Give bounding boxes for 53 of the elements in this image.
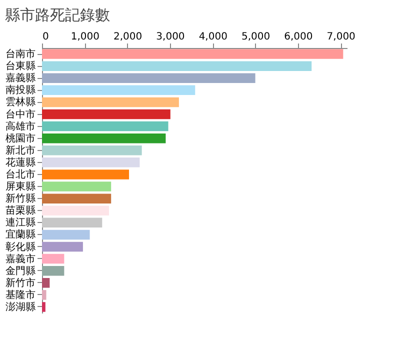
y-tick-label: 台東縣 <box>6 60 36 72</box>
y-tick-label: 雲林縣 <box>6 96 36 108</box>
y-tick-label: 台南市 <box>6 48 36 60</box>
bar <box>42 121 168 132</box>
y-tick-label: 金門縣 <box>6 264 36 277</box>
y-tick-label: 屏東縣 <box>6 180 36 193</box>
y-tick-label: 桃園市 <box>6 132 36 144</box>
bar <box>42 206 109 216</box>
bar <box>42 182 112 192</box>
bar <box>42 302 46 312</box>
x-tick-label: 3,000 <box>156 32 185 42</box>
x-tick-label: 1,000 <box>70 32 100 42</box>
bar <box>42 73 256 83</box>
y-tick-label: 苗栗縣 <box>6 204 36 217</box>
y-tick-label: 高雄市 <box>6 120 36 132</box>
bar <box>42 133 166 144</box>
bar <box>42 61 312 71</box>
x-tick-label: 0 <box>42 32 49 42</box>
bar <box>42 194 112 204</box>
bar <box>42 170 130 180</box>
bar <box>42 218 102 228</box>
y-tick-label: 彰化縣 <box>6 240 36 253</box>
bar <box>42 146 142 156</box>
x-tick-label: 6,000 <box>284 32 313 42</box>
y-tick-label: 嘉義市 <box>6 252 36 265</box>
bar <box>42 290 46 300</box>
y-tick-label: 嘉義縣 <box>6 72 36 84</box>
x-tick-label: 7,000 <box>326 32 356 42</box>
chart-title: 縣市路死記錄數 <box>5 6 110 24</box>
y-tick-label: 宜蘭縣 <box>6 228 36 241</box>
y-tick-label: 新北市 <box>6 144 36 156</box>
y-tick-label: 連江縣 <box>6 216 36 229</box>
y-tick-label: 南投縣 <box>6 84 36 96</box>
x-tick-label: 4,000 <box>198 32 228 42</box>
bar <box>42 85 196 96</box>
bar <box>42 266 64 276</box>
y-tick-label: 台北市 <box>6 168 36 180</box>
bar <box>42 242 83 252</box>
bar <box>42 158 140 168</box>
bar <box>42 230 90 240</box>
bar <box>42 97 179 108</box>
y-tick-label: 新竹縣 <box>6 192 36 205</box>
y-tick-label: 花蓮縣 <box>6 156 36 168</box>
bar <box>42 109 170 120</box>
y-tick-label: 新竹市 <box>6 276 36 289</box>
bar <box>42 49 344 59</box>
x-tick-label: 2,000 <box>113 32 142 42</box>
y-tick-label: 基隆市 <box>6 288 36 301</box>
bar <box>42 278 50 288</box>
y-tick-label: 澎湖縣 <box>6 300 36 313</box>
x-tick-label: 5,000 <box>241 32 270 42</box>
y-tick-label: 台中市 <box>6 108 36 120</box>
bar <box>42 254 64 264</box>
